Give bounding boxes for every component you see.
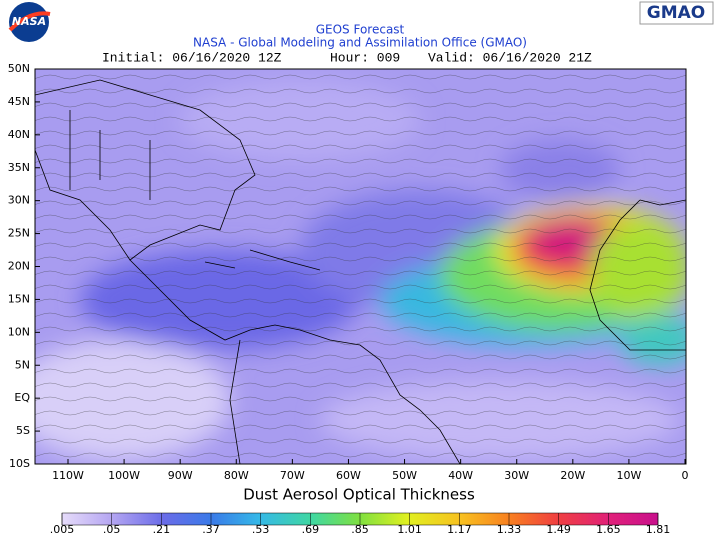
info-initial: Initial: 06/16/2020 12Z [102, 50, 282, 65]
lon-label: 40W [448, 469, 473, 482]
lat-label: 5S [16, 424, 30, 437]
lon-label: 20W [560, 469, 585, 482]
colorbar-label: 1.33 [497, 523, 522, 536]
colorbar-label: .85 [351, 523, 369, 536]
lon-label: 100W [108, 469, 140, 482]
lon-label: 10W [616, 469, 641, 482]
lat-label: EQ [14, 391, 30, 404]
lat-label: 45N [8, 95, 30, 108]
lon-label: 30W [504, 469, 529, 482]
logo-text: GMAO [647, 3, 705, 23]
colorbar-label: .69 [302, 523, 320, 536]
lat-label: 15N [8, 292, 30, 305]
colorbar-label: 1.17 [447, 523, 472, 536]
gmao-logo [639, 1, 714, 25]
nasa-logo: NASA [8, 2, 51, 42]
colorbar-label: .005 [50, 523, 75, 536]
colorbar-label: .05 [103, 523, 121, 536]
colorbar-label: 1.81 [646, 523, 671, 536]
colorbar-label: 1.01 [397, 523, 422, 536]
lat-label: 5N [15, 358, 30, 371]
subtitle: NASA - Global Modeling and Assimilation … [193, 36, 527, 50]
colorbar-label: .21 [153, 523, 171, 536]
colorbar-label: 1.65 [596, 523, 621, 536]
map [35, 69, 686, 464]
colorbar-label: 1.49 [546, 523, 571, 536]
legend-title: Dust Aerosol Optical Thickness [243, 486, 475, 504]
lat-label: 40N [8, 128, 30, 141]
lon-label: 110W [52, 469, 84, 482]
lat-label: 30N [8, 194, 30, 207]
lon-label: 60W [336, 469, 361, 482]
lat-label: 25N [8, 227, 30, 240]
coastlines [35, 79, 686, 464]
info-hour: Hour: 009 [330, 50, 400, 65]
lat-label: 35N [8, 161, 30, 174]
lat-label: 10N [8, 325, 30, 338]
lat-label: 10S [9, 457, 30, 470]
lat-label: 50N [8, 62, 30, 75]
lat-label: 20N [8, 260, 30, 273]
colorbar-label: .53 [252, 523, 270, 536]
lon-label: 70W [280, 469, 305, 482]
logo-text: NASA [12, 15, 46, 28]
lon-label: 50W [392, 469, 417, 482]
lon-label: 0 [682, 469, 689, 482]
info-valid: Valid: 06/16/2020 21Z [428, 50, 592, 65]
colorbar-label: .37 [202, 523, 220, 536]
title: GEOS Forecast [316, 23, 405, 37]
lon-label: 90W [168, 469, 193, 482]
lon-label: 80W [224, 469, 249, 482]
